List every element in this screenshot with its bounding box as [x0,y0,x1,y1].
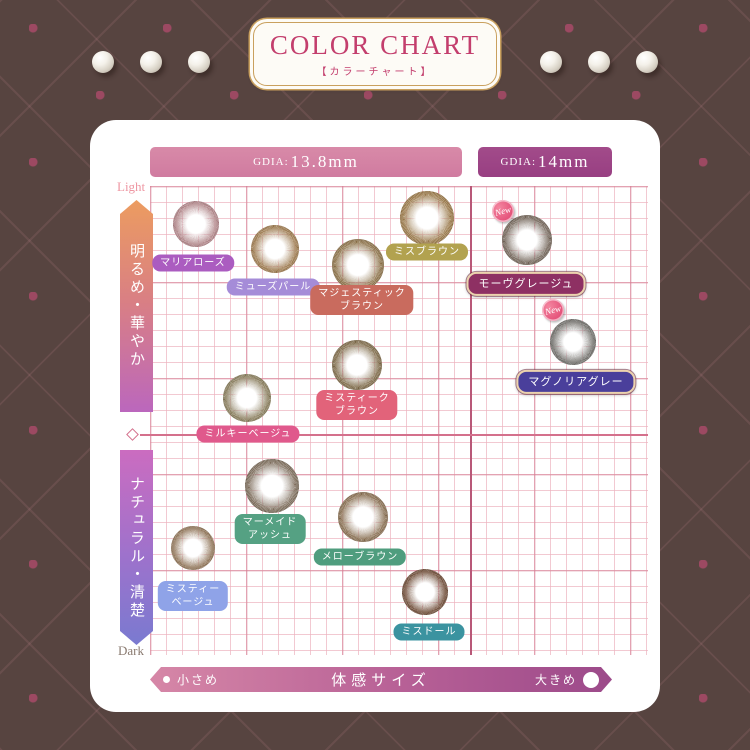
lens-name-line: モーヴグレージュ [478,277,574,290]
natural-neat-label: ナチュラル・清楚 [128,475,144,620]
lens-name-line: メローブラウン [321,551,399,563]
lens-name-tag: マリアローズ [152,254,234,272]
lens-name-tag: マグノリアグレー [516,369,636,395]
lens-texture [171,526,215,570]
lens-swatch [173,201,219,247]
gdia-prefix: GDIA: [500,156,537,168]
lens-texture [400,191,454,245]
gdia-14mm-header: GDIA: 14mm [478,147,612,177]
lens-texture [502,215,552,265]
lens-swatch [332,340,382,390]
lens-swatch [502,215,552,265]
lens-texture [173,201,219,247]
lens-name-line: ブラウン [340,301,384,312]
gdia-value: 14mm [538,152,590,171]
bright-gorgeous-axis-bar: 明るめ・華やか [120,200,153,412]
lens-name-tag: ミスティー ベージュ [157,581,229,611]
lens-swatch [402,569,448,615]
bright-gorgeous-label: 明るめ・華やか [128,243,144,369]
lens-name-line: ミスティーク [324,393,390,404]
dark-axis-label: Dark [118,643,144,658]
lens-name-line: アッシュ [247,530,292,541]
tone-midline [140,434,648,436]
size-axis-title: 体感サイズ [331,673,431,689]
lens-name-tag: ミスティーク ブラウン [316,390,398,420]
page-title: COLOR CHART [269,30,481,60]
lens-name-line: ブラウン [335,406,379,417]
lens-swatch [251,225,299,273]
pearl-decoration [636,51,658,73]
lens-name-tag: ミューズパール [226,278,320,296]
size-large-label: 大きめ [534,673,577,687]
lens-name-line: マジェスティック [318,288,406,299]
light-axis-label: Light [117,179,146,194]
title-plaque: COLOR CHART 【カラーチャート】 [253,22,497,86]
lens-name-tag: マジェスティック ブラウン [310,285,414,315]
pearl-decoration [188,51,210,73]
gdia-prefix: GDIA: [253,156,289,168]
pearl-decoration [140,51,162,73]
lens-name-tag: ミスブラウン [386,243,468,261]
pearl-decoration [588,51,610,73]
lens-texture [338,492,388,542]
pearl-decoration [540,51,562,73]
page-subtitle: 【カラーチャート】 [316,67,434,78]
lens-name-line: マリアローズ [160,257,226,269]
lens-name-tag: ミスドール [393,623,465,641]
lens-texture [251,225,299,273]
small-size-dot-icon [163,676,170,683]
lens-name-line: ミルキーベージュ [204,428,292,440]
lens-name-tag: ミルキーベージュ [196,425,300,443]
lens-swatch [338,492,388,542]
lens-name-tag: モーヴグレージュ [466,271,586,297]
gdia-divider-line [470,186,472,655]
size-small-label: 小さめ [177,673,220,687]
lens-texture [550,319,596,365]
size-axis-bar: 小さめ 体感サイズ 大きめ [150,667,612,692]
gdia-13-8mm-header: GDIA: 13.8mm [150,147,462,177]
lens-name-line: ミスティー [165,584,221,595]
lens-texture [402,569,448,615]
lens-swatch [245,459,299,513]
lens-name-line: ミスドール [401,626,457,638]
natural-neat-axis-bar: ナチュラル・清楚 [120,450,153,645]
lens-swatch [332,239,384,291]
pearl-decoration [92,51,114,73]
lens-name-line: マグノリアグレー [528,375,624,388]
lens-texture [223,374,271,422]
lens-name-tag: メローブラウン [313,548,407,566]
large-size-dot-icon [583,672,599,688]
lens-swatch [400,191,454,245]
lens-texture [332,340,382,390]
gdia-value: 13.8mm [290,152,359,171]
lens-swatch [550,319,596,365]
lens-texture [245,459,299,513]
lens-texture [332,239,384,291]
lens-name-tag: マーメイド アッシュ [234,514,306,544]
lens-name-line: マーメイド [242,517,298,528]
lens-swatch [171,526,215,570]
lens-name-line: ミスブラウン [394,246,460,258]
lens-name-line: ベージュ [171,597,215,608]
lens-name-line: ミューズパール [234,281,312,293]
lens-swatch [223,374,271,422]
